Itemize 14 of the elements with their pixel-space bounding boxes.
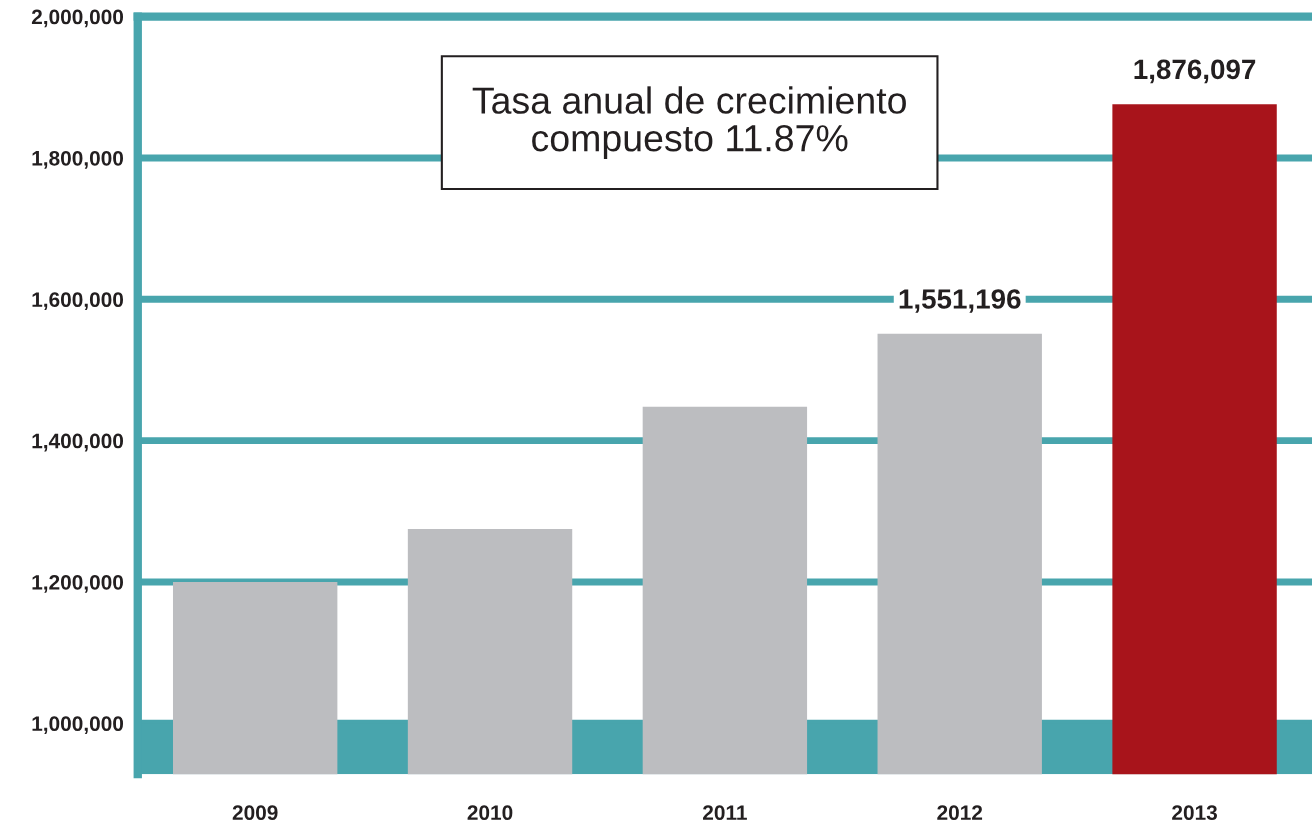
x-tick-label: 2010 — [467, 805, 513, 821]
x-tick-label: 2013 — [1172, 805, 1217, 821]
y-tick-label: 2,000,000 — [31, 9, 124, 28]
data-label: 1,876,097 — [1134, 59, 1256, 84]
data-label: 1,551,196 — [899, 289, 1021, 313]
x-tick-label: 2011 — [703, 805, 747, 821]
y-tick-label: 1,800,000 — [32, 150, 124, 169]
x-tick-label: 2009 — [232, 805, 278, 821]
y-tick-label: 1,400,000 — [32, 433, 124, 452]
x-tick-label: 2012 — [937, 805, 983, 821]
y-tick-label: 1,600,000 — [32, 292, 124, 311]
annotation: Tasa anual de crecimiento compuesto 11.87% — [472, 86, 906, 159]
y-tick-label: 1,000,000 — [32, 716, 124, 735]
y-tick-label: 1,200,000 — [32, 574, 124, 593]
